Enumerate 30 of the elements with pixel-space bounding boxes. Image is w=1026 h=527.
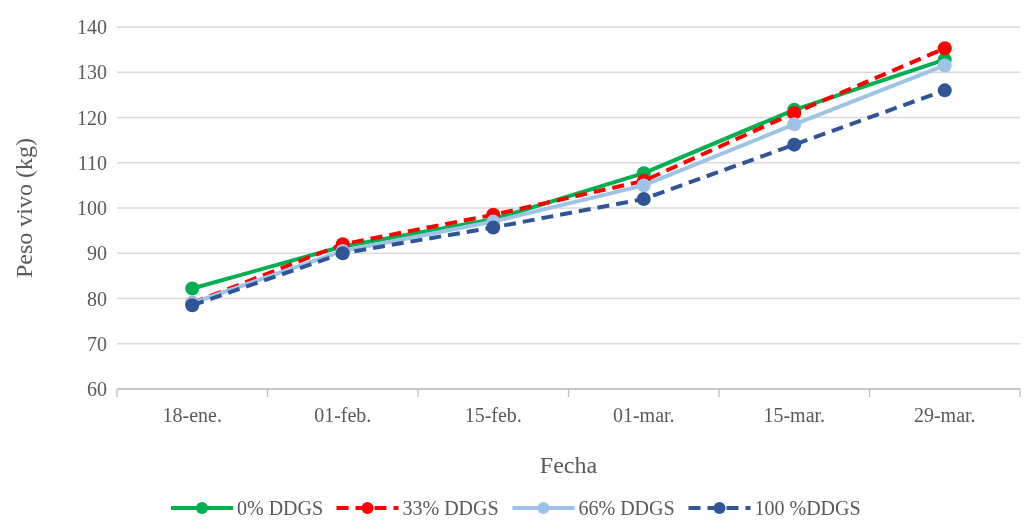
y-tick-label: 140 bbox=[77, 16, 107, 38]
y-tick-label: 130 bbox=[77, 61, 107, 84]
x-axis-title: Fecha bbox=[539, 452, 598, 478]
point bbox=[636, 178, 651, 193]
point bbox=[636, 191, 651, 206]
point bbox=[787, 117, 802, 132]
legend-label: 0% DDGS bbox=[237, 497, 324, 519]
legend-label: 33% DDGS bbox=[402, 497, 499, 519]
point bbox=[486, 220, 501, 235]
x-tick-label: 15-feb. bbox=[464, 404, 522, 426]
y-tick-label: 80 bbox=[87, 287, 107, 310]
legend-label: 66% DDGS bbox=[578, 497, 675, 519]
point bbox=[937, 58, 952, 73]
legend-label: 100 %DDGS bbox=[754, 497, 861, 519]
point bbox=[787, 137, 802, 152]
x-tick-label: 29-mar. bbox=[913, 404, 976, 426]
y-tick-label: 60 bbox=[87, 378, 107, 400]
y-tick-label: 100 bbox=[77, 197, 107, 219]
x-tick-label: 01-mar. bbox=[612, 404, 675, 426]
y-axis-title: Peso vivo (kg) bbox=[11, 138, 37, 278]
point bbox=[937, 41, 952, 56]
y-tick-label: 120 bbox=[77, 106, 107, 129]
point bbox=[185, 281, 200, 296]
point bbox=[937, 83, 952, 98]
y-tick-label: 90 bbox=[87, 242, 107, 265]
x-tick-label: 18-ene. bbox=[162, 404, 222, 426]
y-tick-label: 110 bbox=[77, 151, 107, 174]
y-tick-label: 70 bbox=[87, 332, 107, 355]
x-tick-label: 01-feb. bbox=[314, 404, 372, 426]
x-tick-label: 15-mar. bbox=[763, 404, 826, 426]
